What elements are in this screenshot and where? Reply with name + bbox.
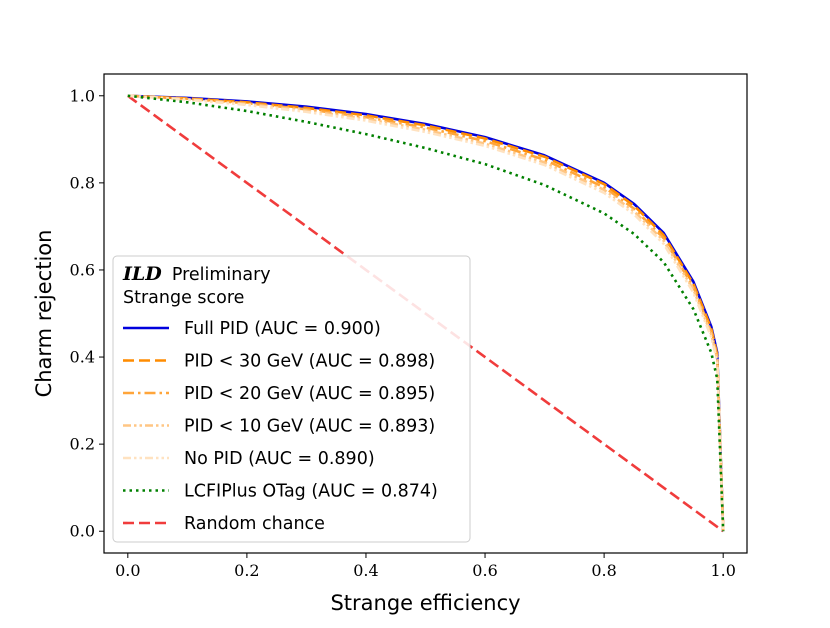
- legend-box: [112, 255, 471, 543]
- y-tick-label: 0.2: [70, 435, 95, 454]
- legend-entries: Full PID (AUC = 0.900) PID < 30 GeV (AUC …: [123, 319, 438, 534]
- x-tick-label: 0.2: [234, 561, 259, 580]
- legend-entry-label: PID < 20 GeV (AUC = 0.895): [184, 384, 435, 404]
- legend-entry-label: PID < 10 GeV (AUC = 0.893): [184, 417, 435, 437]
- legend-title-bold: ILD: [122, 263, 162, 285]
- series-line-4: [127, 94, 725, 532]
- legend-entry-label: PID < 30 GeV (AUC = 0.898): [184, 352, 435, 372]
- series-line-5: [127, 94, 725, 532]
- y-tick-label: 0.4: [70, 348, 95, 367]
- x-tick-label: 1.0: [710, 561, 735, 580]
- x-tick-label: 0.0: [115, 561, 140, 580]
- x-tick-label: 0.6: [472, 561, 497, 580]
- y-axis-label: Charm rejection: [32, 230, 56, 398]
- axis-ticks: 0.0 0.2 0.4 0.6 0.8 1.0 0.0 0.2 0.4 0.6 0.8 1.0: [70, 86, 736, 580]
- x-tick-label: 0.8: [591, 561, 616, 580]
- legend-entry-label: LCFIPlus OTag (AUC = 0.874): [184, 482, 438, 502]
- y-tick-label: 0.0: [70, 522, 95, 541]
- plot-frame: [103, 73, 748, 554]
- y-tick-label: 0.6: [70, 260, 95, 279]
- legend-subtitle: Strange score: [123, 288, 244, 308]
- x-axis-label: Strange efficiency: [330, 591, 520, 615]
- legend-entry-label: No PID (AUC = 0.890): [184, 449, 375, 469]
- x-tick-label: 0.4: [353, 561, 378, 580]
- legend-title-rest: Preliminary: [172, 265, 271, 285]
- legend-entry-label: Full PID (AUC = 0.900): [184, 319, 381, 339]
- series-curves: [127, 94, 725, 533]
- legend-title: ILD Preliminary: [122, 263, 271, 285]
- y-tick-label: 1.0: [70, 86, 95, 105]
- y-tick-label: 0.8: [70, 173, 95, 192]
- legend: ILD Preliminary Strange score Full PID (…: [112, 255, 471, 543]
- legend-entry-label: Random chance: [184, 514, 325, 534]
